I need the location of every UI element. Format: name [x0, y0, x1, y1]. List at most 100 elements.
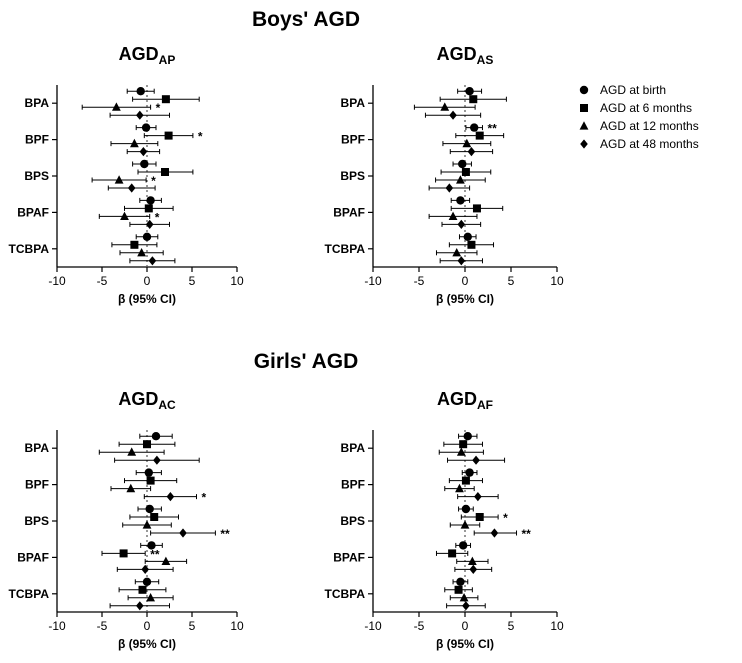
x-tick-label: -5	[97, 274, 108, 288]
estimate-marker-triangle	[462, 138, 472, 148]
estimate-marker-circle	[458, 541, 468, 550]
significance-label: **	[522, 527, 532, 541]
estimate-marker-circle	[456, 196, 465, 205]
significance-label: **	[150, 547, 160, 561]
estimate-marker-triangle	[126, 483, 136, 493]
estimate-marker-square	[472, 204, 481, 213]
legend-label: AGD at 6 months	[600, 101, 692, 115]
estimate-marker-square	[144, 204, 153, 213]
estimate-marker-triangle	[448, 211, 458, 220]
forest-panel-agd-af: AGDAF -10 -5 0 5 10 β (95% CI) BPA BPF BPS BPAF TCB…	[325, 389, 564, 651]
category-label-bpf: BPF	[341, 133, 365, 147]
legend: AGD at birth AGD at 6 months AGD at 12 mon…	[579, 83, 699, 151]
estimate-marker-square	[146, 476, 155, 485]
x-tick-label: 5	[189, 274, 196, 288]
estimate-marker-triangle	[137, 248, 146, 257]
estimate-marker-diamond	[145, 219, 154, 229]
estimate-marker-circle	[461, 504, 471, 514]
estimate-marker-circle	[458, 159, 467, 169]
x-tick-label: -10	[364, 619, 382, 633]
girls-section-title: Girls' AGD	[253, 350, 359, 373]
x-tick-label: 10	[230, 619, 244, 633]
panel-title-main: AGD	[119, 44, 159, 64]
x-tick-label: 10	[230, 274, 244, 288]
category-label-bps: BPS	[340, 169, 365, 183]
panel-title: AGDAF	[437, 389, 493, 412]
estimate-marker-circle	[145, 504, 154, 514]
x-axis-label: β (95% CI)	[118, 637, 176, 651]
estimate-marker-diamond	[166, 492, 175, 502]
estimate-marker-triangle	[130, 138, 139, 148]
estimate-marker-circle	[147, 541, 156, 550]
estimate-marker-triangle	[467, 556, 477, 565]
estimate-marker-square	[461, 476, 470, 485]
estimate-marker-diamond	[449, 110, 457, 120]
estimate-marker-diamond	[469, 564, 478, 574]
x-tick-label: 5	[508, 619, 515, 633]
estimate-marker-square	[469, 95, 478, 104]
estimate-marker-square	[138, 585, 147, 594]
forest-panel-agd-ap: AGDAP -10 -5 0 5 10 β (95% CI) BPA BPF BPS BPAF TCB…	[9, 44, 244, 306]
category-label-bpaf: BPAF	[17, 205, 49, 219]
x-tick-label: 10	[550, 619, 564, 633]
x-tick-label: 0	[462, 619, 469, 633]
x-tick-label: -10	[48, 274, 66, 288]
legend-label: AGD at birth	[600, 83, 666, 97]
x-tick-label: -10	[364, 274, 382, 288]
estimate-marker-diamond	[127, 183, 136, 193]
legend-marker-triangle	[579, 121, 589, 130]
estimate-marker-circle	[151, 432, 161, 441]
estimate-marker-circle	[144, 468, 153, 477]
legend-marker-diamond	[580, 139, 588, 149]
legend-label: AGD at 12 months	[600, 119, 699, 133]
legend-label: AGD at 48 months	[600, 137, 699, 151]
estimate-marker-circle	[141, 123, 151, 132]
forest-panel-agd-ac: AGDAC -10 -5 0 5 10 β (95% CI) BPA BPF BPS BPAF TCB…	[9, 389, 244, 651]
category-label-bpf: BPF	[25, 133, 49, 147]
estimate-marker-square	[459, 440, 468, 449]
estimate-marker-triangle	[127, 447, 137, 456]
significance-label: **	[487, 122, 497, 136]
estimate-marker-circle	[470, 123, 479, 132]
estimate-marker-triangle	[456, 447, 466, 456]
estimate-marker-diamond	[136, 601, 144, 611]
category-label-tcbpa: TCBPA	[9, 242, 50, 256]
category-label-bpf: BPF	[341, 478, 365, 492]
estimate-marker-square	[164, 131, 173, 140]
category-label-bpaf: BPAF	[333, 550, 365, 564]
significance-label: **	[220, 527, 230, 541]
x-tick-label: 10	[550, 274, 564, 288]
x-tick-label: 5	[189, 619, 196, 633]
category-label-tcbpa: TCBPA	[9, 587, 50, 601]
x-axis-label: β (95% CI)	[436, 637, 494, 651]
estimate-marker-triangle	[142, 520, 152, 529]
category-label-bps: BPS	[340, 514, 365, 528]
estimate-marker-triangle	[120, 211, 129, 220]
category-label-tcbpa: TCBPA	[325, 242, 366, 256]
panel-title-subscript: AF	[477, 398, 493, 412]
estimate-marker-square	[467, 240, 476, 249]
significance-label: *	[151, 174, 156, 188]
estimate-marker-square	[143, 440, 151, 449]
x-tick-label: -5	[414, 274, 425, 288]
forest-panel-agd-as: AGDAS -10 -5 0 5 10 β (95% CI) BPA BPF BPS BPAF TCB…	[325, 44, 564, 306]
category-label-bps: BPS	[24, 514, 49, 528]
estimate-marker-circle	[140, 159, 149, 169]
estimate-marker-circle	[142, 232, 152, 241]
estimate-marker-diamond	[474, 492, 482, 502]
panel-title-subscript: AC	[158, 398, 176, 412]
estimate-marker-diamond	[457, 256, 466, 266]
significance-label: *	[155, 210, 160, 224]
estimate-marker-circle	[465, 468, 474, 477]
category-label-bpa: BPA	[25, 441, 50, 455]
estimate-marker-square	[130, 240, 139, 249]
legend-marker-square	[580, 104, 588, 112]
boys-section-title: Boys' AGD	[251, 8, 361, 31]
estimate-marker-square	[119, 549, 128, 558]
estimate-marker-square	[454, 585, 463, 594]
estimate-marker-square	[461, 168, 470, 176]
category-label-bpa: BPA	[341, 441, 366, 455]
estimate-marker-triangle	[161, 556, 171, 565]
estimate-marker-circle	[136, 87, 145, 96]
